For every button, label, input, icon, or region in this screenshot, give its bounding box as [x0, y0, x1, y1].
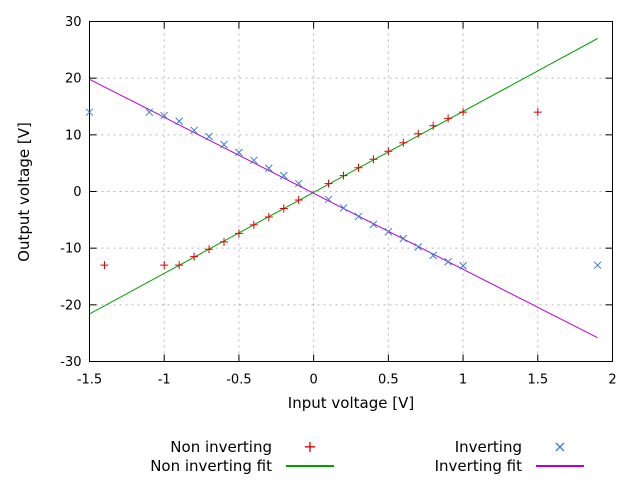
- cross-marker-icon: ×: [553, 437, 567, 456]
- plus-marker: [219, 237, 228, 246]
- cross-marker: [279, 171, 288, 180]
- plus-marker: [160, 261, 169, 270]
- y-tick-label: 20: [65, 72, 82, 87]
- cross-marker: [264, 164, 273, 173]
- plus-marker: [100, 261, 109, 270]
- y-tick-label: 0: [73, 185, 81, 200]
- plus-marker: [190, 252, 199, 261]
- x-tick-label: -1: [158, 373, 171, 388]
- plus-marker: [414, 129, 423, 138]
- y-tick-label: -30: [60, 355, 81, 370]
- legend-label-non-inverting-fit: Non inverting fit: [150, 457, 272, 475]
- plus-marker: [234, 229, 243, 238]
- cross-marker: [250, 156, 258, 165]
- cross-marker: [190, 126, 198, 135]
- legend-label-inverting: Inverting: [454, 438, 522, 456]
- cross-marker: [414, 243, 423, 251]
- x-tick-label: 1: [459, 373, 467, 388]
- cross-marker: [399, 234, 408, 243]
- plus-marker: [264, 213, 273, 221]
- cross-marker: [205, 132, 213, 141]
- legend-item-non-inverting-fit: Non inverting fit: [112, 457, 338, 475]
- plus-marker: [279, 204, 288, 213]
- y-axis-title: Output voltage [V]: [15, 122, 33, 262]
- plus-marker: [444, 114, 453, 123]
- plus-marker: [369, 155, 378, 164]
- x-tick-label: 2: [608, 373, 616, 388]
- y-tick-label: 30: [65, 15, 82, 30]
- cross-marker: [384, 227, 393, 236]
- plus-marker: [205, 245, 214, 254]
- plus-marker: [294, 196, 303, 204]
- legend-item-non-inverting: Non inverting +: [112, 438, 338, 456]
- plus-marker: [459, 108, 468, 117]
- cross-marker: [354, 212, 363, 221]
- green-line-sample-icon: [282, 457, 338, 475]
- plus-marker: [429, 121, 438, 130]
- x-tick-label: -0.5: [226, 373, 251, 388]
- plus-marker: [339, 171, 348, 180]
- cross-marker: [220, 140, 228, 149]
- cross-marker: [294, 179, 303, 188]
- plus-marker: [533, 108, 542, 117]
- x-tick-label: 0: [310, 373, 318, 388]
- cross-marker: [85, 108, 94, 117]
- cross-marker: [235, 148, 243, 157]
- plus-marker: [324, 179, 333, 188]
- y-tick-label: -10: [60, 242, 81, 257]
- cross-marker: [324, 195, 333, 204]
- legend-item-inverting: Inverting ×: [362, 438, 588, 456]
- magenta-line-sample-icon: [532, 457, 588, 475]
- legend-label-non-inverting: Non inverting: [170, 438, 272, 456]
- x-tick-label: 0.5: [378, 373, 399, 388]
- cross-marker: [160, 111, 169, 120]
- plus-marker: [175, 261, 184, 270]
- cross-marker: [593, 261, 602, 270]
- cross-marker: [444, 257, 452, 266]
- cross-marker: [175, 117, 184, 126]
- legend-item-inverting-fit: Inverting fit: [362, 457, 588, 475]
- cross-marker: [369, 220, 378, 229]
- x-axis-title: Input voltage [V]: [287, 394, 415, 412]
- y-tick-label: 10: [65, 128, 82, 143]
- cross-marker: [339, 204, 348, 212]
- plus-marker: [354, 163, 363, 172]
- legend-label-inverting-fit: Inverting fit: [434, 457, 522, 475]
- plus-marker-icon: +: [303, 437, 317, 456]
- plus-marker: [384, 147, 393, 156]
- cross-marker: [145, 108, 154, 117]
- cross-marker: [459, 261, 467, 270]
- plus-marker: [399, 138, 408, 147]
- plus-marker: [249, 220, 258, 229]
- x-tick-label: -1.5: [77, 373, 102, 388]
- cross-marker: [429, 251, 438, 260]
- y-tick-label: -20: [60, 298, 81, 313]
- x-tick-label: 1.5: [527, 373, 548, 388]
